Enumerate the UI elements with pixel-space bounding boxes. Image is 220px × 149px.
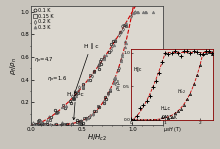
Y-axis label: $ρ_f/ρ_n$: $ρ_f/ρ_n$ (114, 78, 123, 91)
Text: $η_n$=1.6: $η_n$=1.6 (47, 74, 67, 83)
Text: H∥c: H∥c (134, 67, 142, 72)
Legend: 0.1 K, 0.15 K, 0.2 K, 0.3 K: 0.1 K, 0.15 K, 0.2 K, 0.3 K (32, 7, 54, 31)
Text: $η_n$=4.7: $η_n$=4.7 (34, 55, 53, 64)
Text: H ⊥ c: H ⊥ c (67, 92, 84, 120)
Text: 0.15 K: 0.15 K (162, 115, 177, 120)
Text: H ∥ c: H ∥ c (74, 43, 98, 93)
Text: $H_{c2}$: $H_{c2}$ (177, 87, 186, 96)
X-axis label: $μ_0H$ (T): $μ_0H$ (T) (163, 125, 182, 134)
X-axis label: $H/H_{c2}$: $H/H_{c2}$ (87, 133, 107, 143)
Y-axis label: $ρ_f / ρ_n$: $ρ_f / ρ_n$ (9, 57, 19, 74)
Text: H⊥c: H⊥c (160, 106, 170, 111)
